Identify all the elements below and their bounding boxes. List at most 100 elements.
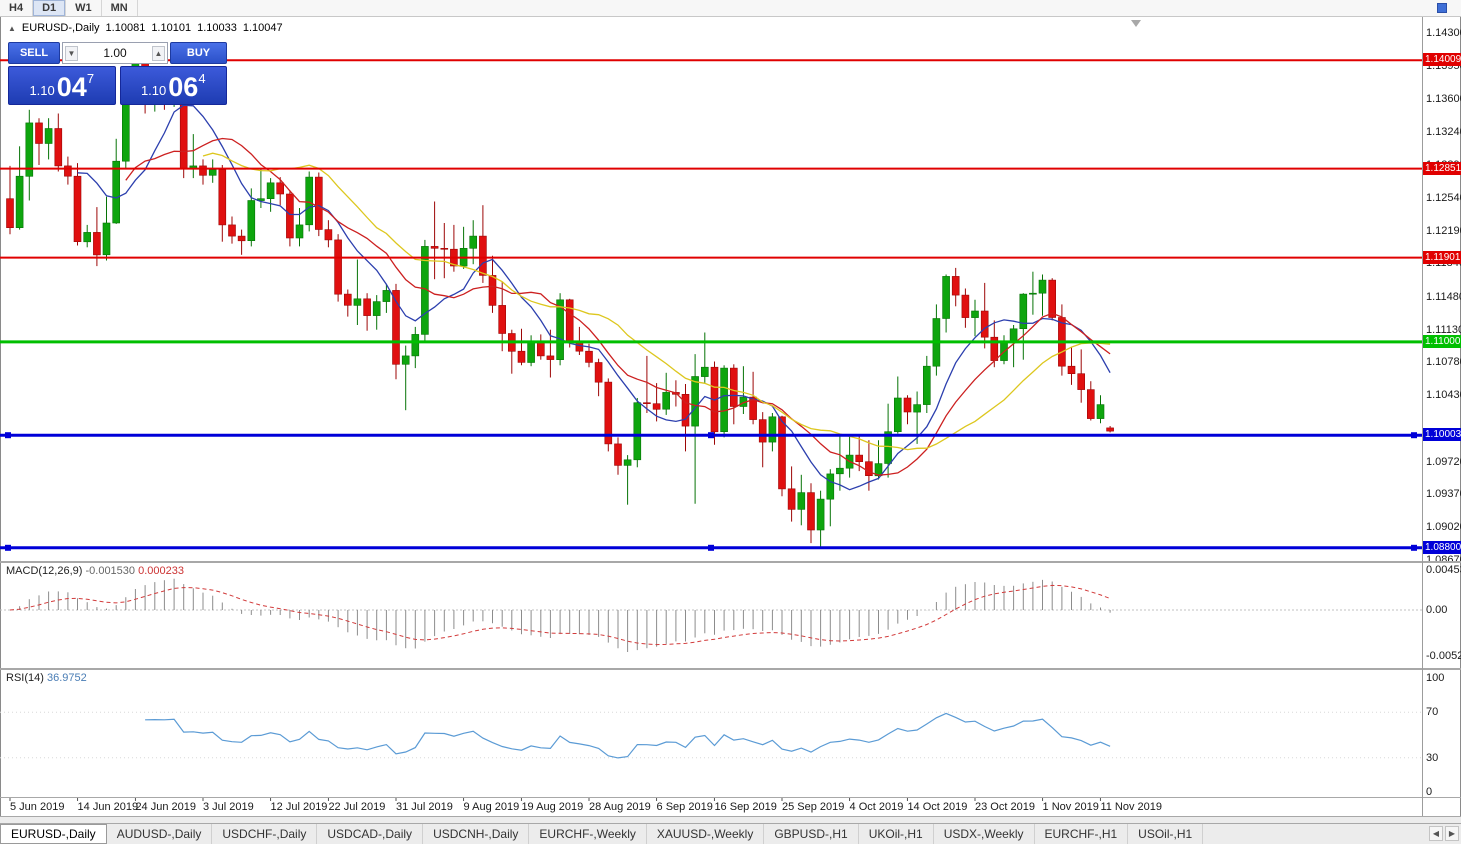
candle-body <box>112 160 120 224</box>
timeframe-toolbar: H4 D1 W1 MN <box>0 0 1461 17</box>
candle-body <box>681 393 690 427</box>
horizontal-scroll-strip[interactable] <box>0 817 1461 824</box>
candle-body <box>816 498 825 531</box>
price-tick-label: 1.11480 <box>1426 290 1461 303</box>
candle-body <box>614 443 622 466</box>
candle-body <box>73 175 82 242</box>
ohlc-open-value: 1.10081 <box>105 22 146 34</box>
ma-medium-red <box>125 137 1111 476</box>
toolbar-corner-icon[interactable] <box>1437 3 1447 13</box>
candle-body <box>102 222 111 256</box>
sell-price-display[interactable]: 1.10 04 7 <box>8 66 116 105</box>
window-separator <box>0 816 1461 817</box>
panel-splitter[interactable] <box>0 668 1461 670</box>
tab-scroll-right-icon[interactable]: ▶ <box>1445 826 1459 841</box>
buy-price-display[interactable]: 1.10 06 4 <box>119 66 227 105</box>
chart-symbol-label: EURUSD-,Daily <box>21 22 100 34</box>
chart-tab-usdcad-daily[interactable]: USDCAD-,Daily <box>317 824 424 844</box>
sell-button[interactable]: SELL <box>8 42 60 64</box>
chart-tab-eurchf-h1[interactable]: EURCHF-,H1 <box>1035 824 1129 844</box>
date-label: 14 Jun 2019 <box>77 801 139 813</box>
candle-body <box>286 193 294 239</box>
line-handle[interactable] <box>1411 432 1417 439</box>
date-label: 3 Jul 2019 <box>203 801 254 813</box>
chart-tab-usdx-weekly[interactable]: USDX-,Weekly <box>934 824 1035 844</box>
buy-price-pip-digit: 4 <box>198 71 206 86</box>
candle-body <box>787 488 796 510</box>
chart-tab-gbpusd-h1[interactable]: GBPUSD-,H1 <box>764 824 859 844</box>
volume-increase-icon[interactable]: ▲ <box>151 45 165 61</box>
candle-body <box>913 404 921 413</box>
price-axis[interactable]: 1.143001.139501.136001.132401.128901.125… <box>1423 0 1461 844</box>
time-axis[interactable]: 5 Jun 2019 14 Jun 2019 24 Jun 2019 3 Jul 20… <box>0 798 1422 816</box>
rsi-indicator-label: RSI(14) 36.9752 <box>6 672 87 684</box>
timeframe-d1-button[interactable]: D1 <box>33 0 67 16</box>
candle-body <box>199 165 207 176</box>
line-handle[interactable] <box>5 544 11 551</box>
candle-body <box>1087 389 1095 419</box>
line-handle[interactable] <box>5 432 11 439</box>
line-handle[interactable] <box>708 432 714 439</box>
chart-shift-marker-icon[interactable] <box>1131 20 1141 27</box>
buy-price-big-digits: 06 <box>168 72 199 102</box>
candle-body <box>971 310 979 318</box>
buy-button[interactable]: BUY <box>170 42 227 64</box>
volume-field[interactable]: ▼ 1.00 ▲ <box>62 42 168 64</box>
candle-body <box>980 310 989 338</box>
candle-body <box>855 454 864 463</box>
chart-tab-ukoil-h1[interactable]: UKOil-,H1 <box>859 824 934 844</box>
line-handle[interactable] <box>1411 544 1417 551</box>
timeframe-h4-button[interactable]: H4 <box>0 0 34 16</box>
candle-body <box>893 397 902 433</box>
chart-tab-usdcnh-daily[interactable]: USDCNH-,Daily <box>423 824 530 844</box>
chart-tab-xauusd-weekly[interactable]: XAUUSD-,Weekly <box>647 824 765 844</box>
line-handle[interactable] <box>708 544 714 551</box>
buy-price-prefix: 1.10 <box>140 83 167 98</box>
date-label: 24 Jun 2019 <box>135 801 196 813</box>
macd-axis-label: 0.00 <box>1426 604 1448 616</box>
ohlc-low-value: 1.10033 <box>197 22 237 34</box>
candle-body <box>594 362 603 383</box>
timeframe-mn-button[interactable]: MN <box>102 0 138 16</box>
timeframe-w1-button[interactable]: W1 <box>66 0 102 16</box>
price-level-label: 1.11901 <box>1423 250 1461 264</box>
candle-body <box>44 128 53 144</box>
candle-body <box>1067 365 1076 375</box>
chart-tab-audusd-daily[interactable]: AUDUSD-,Daily <box>107 824 213 844</box>
collapse-trade-panel-icon[interactable]: ▲ <box>8 23 16 33</box>
chart-tab-usoil-h1[interactable]: USOil-,H1 <box>1128 824 1204 844</box>
price-tick-label: 1.13600 <box>1426 92 1461 105</box>
volume-decrease-icon[interactable]: ▼ <box>65 45 78 61</box>
candle-body <box>401 355 410 365</box>
candle-body <box>314 176 323 230</box>
date-label: 4 Oct 2019 <box>849 801 904 813</box>
volume-value[interactable]: 1.00 <box>103 46 127 60</box>
date-label: 28 Aug 2019 <box>589 801 651 813</box>
ma-fast-blue <box>77 104 1111 491</box>
tab-scroll-left-icon[interactable]: ◀ <box>1429 826 1443 841</box>
candle-body <box>604 381 613 445</box>
one-click-trading-panel: SELL ▼ 1.00 ▲ BUY 1.10 04 7 1.10 06 4 <box>8 42 227 105</box>
candle-body <box>295 224 304 239</box>
rsi-value: 36.9752 <box>46 672 87 684</box>
price-tick-label: 1.12190 <box>1426 224 1461 237</box>
date-label: 14 Oct 2019 <box>907 801 968 813</box>
date-label: 1 Nov 2019 <box>1042 801 1099 813</box>
candle-body <box>836 467 844 475</box>
panel-splitter[interactable] <box>0 561 1461 563</box>
sell-price-prefix: 1.10 <box>29 83 55 98</box>
date-label: 5 Jun 2019 <box>10 801 65 813</box>
chart-tab-usdchf-daily[interactable]: USDCHF-,Daily <box>212 824 318 844</box>
rsi-axis-label: 30 <box>1426 751 1439 764</box>
panel-splitter <box>0 797 1461 798</box>
price-tick-label: 1.12540 <box>1426 191 1461 204</box>
candle-body <box>324 229 333 241</box>
chart-tab-eurchf-weekly[interactable]: EURCHF-,Weekly <box>529 824 647 844</box>
candle-body <box>1096 404 1105 419</box>
candle-body <box>334 239 342 295</box>
price-tick-label: 1.14300 <box>1426 27 1461 39</box>
date-label: 19 Aug 2019 <box>521 801 584 813</box>
chart-tab-eurusd-daily[interactable]: EURUSD-,Daily <box>0 824 107 844</box>
candle-body <box>778 416 786 490</box>
